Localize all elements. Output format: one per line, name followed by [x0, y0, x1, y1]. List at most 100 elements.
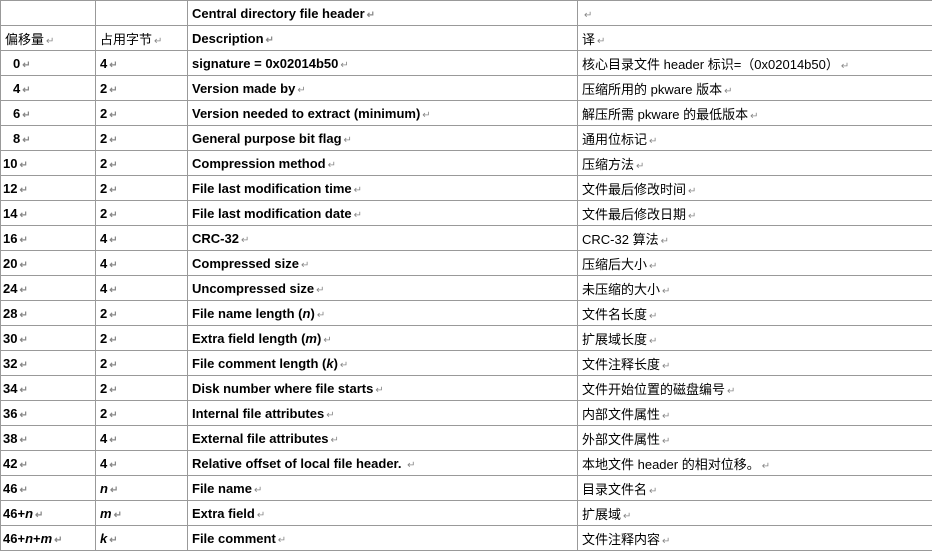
table-row: 42↵4↵Relative offset of local file heade…: [1, 451, 932, 476]
description-cell: File comment↵: [188, 526, 578, 551]
description-cell: File comment length (k)↵: [188, 351, 578, 376]
offset-cell: 46+n+m↵: [1, 526, 96, 551]
translation-cell: 未压缩的大小↵: [578, 276, 932, 301]
header-translation: 译↵: [578, 26, 932, 51]
table-row: 36↵2↵Internal file attributes↵内部文件属性↵: [1, 401, 932, 426]
translation-cell: 压缩方法↵: [578, 151, 932, 176]
bytes-cell: 2↵: [96, 151, 188, 176]
bytes-cell: 4↵: [96, 276, 188, 301]
translation-cell: 压缩所用的 pkware 版本↵: [578, 76, 932, 101]
description-cell: CRC-32↵: [188, 226, 578, 251]
bytes-cell: 2↵: [96, 126, 188, 151]
translation-cell: 扩展域长度↵: [578, 326, 932, 351]
translation-cell: 外部文件属性↵: [578, 426, 932, 451]
description-cell: External file attributes↵: [188, 426, 578, 451]
table-row: 24↵4↵Uncompressed size↵未压缩的大小↵: [1, 276, 932, 301]
table-row: 20↵4↵Compressed size↵压缩后大小↵: [1, 251, 932, 276]
bytes-cell: 2↵: [96, 326, 188, 351]
bytes-cell: 4↵: [96, 251, 188, 276]
translation-cell: 内部文件属性↵: [578, 401, 932, 426]
empty-cell: [1, 1, 96, 26]
bytes-cell: 2↵: [96, 401, 188, 426]
offset-cell: 42↵: [1, 451, 96, 476]
offset-cell: 46+n↵: [1, 501, 96, 526]
table-title-row: Central directory file header↵↵: [1, 1, 932, 26]
bytes-cell: 2↵: [96, 76, 188, 101]
translation-cell: 文件开始位置的磁盘编号↵: [578, 376, 932, 401]
bytes-cell: 4↵: [96, 451, 188, 476]
bytes-cell: 4↵: [96, 51, 188, 76]
translation-cell: 解压所需 pkware 的最低版本↵: [578, 101, 932, 126]
bytes-cell: 2↵: [96, 351, 188, 376]
bytes-cell: k↵: [96, 526, 188, 551]
offset-cell: 6↵: [1, 101, 96, 126]
description-cell: Uncompressed size↵: [188, 276, 578, 301]
offset-cell: 12↵: [1, 176, 96, 201]
offset-cell: 46↵: [1, 476, 96, 501]
bytes-cell: 4↵: [96, 426, 188, 451]
zip-header-table: Central directory file header↵↵偏移量↵占用字节↵…: [0, 0, 932, 551]
description-cell: Extra field length (m)↵: [188, 326, 578, 351]
description-cell: Version made by↵: [188, 76, 578, 101]
description-cell: File name↵: [188, 476, 578, 501]
translation-cell: 文件注释内容↵: [578, 526, 932, 551]
description-cell: File name length (n)↵: [188, 301, 578, 326]
description-cell: Version needed to extract (minimum)↵: [188, 101, 578, 126]
offset-cell: 30↵: [1, 326, 96, 351]
offset-cell: 34↵: [1, 376, 96, 401]
translation-cell: 本地文件 header 的相对位移。↵: [578, 451, 932, 476]
table-row: 34↵2↵Disk number where file starts↵文件开始位…: [1, 376, 932, 401]
table-row: 12↵2↵File last modification time↵文件最后修改时…: [1, 176, 932, 201]
translation-cell: 文件注释长度↵: [578, 351, 932, 376]
bytes-cell: 2↵: [96, 201, 188, 226]
table-row: 30↵2↵Extra field length (m)↵扩展域长度↵: [1, 326, 932, 351]
translation-cell: 扩展域↵: [578, 501, 932, 526]
translation-cell: 目录文件名↵: [578, 476, 932, 501]
empty-cell: [96, 1, 188, 26]
table-row: 10↵2↵Compression method↵压缩方法↵: [1, 151, 932, 176]
offset-cell: 10↵: [1, 151, 96, 176]
table-row: 4↵2↵Version made by↵压缩所用的 pkware 版本↵: [1, 76, 932, 101]
table-header-row: 偏移量↵占用字节↵Description↵译↵: [1, 26, 932, 51]
bytes-cell: n↵: [96, 476, 188, 501]
offset-cell: 16↵: [1, 226, 96, 251]
description-cell: File last modification date↵: [188, 201, 578, 226]
translation-cell: 文件名长度↵: [578, 301, 932, 326]
bytes-cell: 4↵: [96, 226, 188, 251]
description-cell: Compression method↵: [188, 151, 578, 176]
translation-cell: 通用位标记↵: [578, 126, 932, 151]
table-row: 6↵2↵Version needed to extract (minimum)↵…: [1, 101, 932, 126]
bytes-cell: 2↵: [96, 301, 188, 326]
translation-cell: 文件最后修改时间↵: [578, 176, 932, 201]
table-row: 32↵2↵File comment length (k)↵文件注释长度↵: [1, 351, 932, 376]
offset-cell: 8↵: [1, 126, 96, 151]
empty-cell: ↵: [578, 1, 932, 26]
description-cell: Disk number where file starts↵: [188, 376, 578, 401]
table-row: 16↵4↵CRC-32↵CRC-32 算法↵: [1, 226, 932, 251]
offset-cell: 4↵: [1, 76, 96, 101]
table-row: 28↵2↵File name length (n)↵文件名长度↵: [1, 301, 932, 326]
offset-cell: 14↵: [1, 201, 96, 226]
header-offset: 偏移量↵: [1, 26, 96, 51]
offset-cell: 36↵: [1, 401, 96, 426]
description-cell: Relative offset of local file header. ↵: [188, 451, 578, 476]
offset-cell: 20↵: [1, 251, 96, 276]
table-title: Central directory file header↵: [188, 1, 578, 26]
description-cell: Extra field↵: [188, 501, 578, 526]
bytes-cell: 2↵: [96, 376, 188, 401]
description-cell: signature = 0x02014b50↵: [188, 51, 578, 76]
offset-cell: 38↵: [1, 426, 96, 451]
offset-cell: 28↵: [1, 301, 96, 326]
table-row: 46+n↵m↵Extra field↵扩展域↵: [1, 501, 932, 526]
table-row: 0↵4↵signature = 0x02014b50↵核心目录文件 header…: [1, 51, 932, 76]
offset-cell: 24↵: [1, 276, 96, 301]
description-cell: Compressed size↵: [188, 251, 578, 276]
description-cell: File last modification time↵: [188, 176, 578, 201]
translation-cell: CRC-32 算法↵: [578, 226, 932, 251]
description-cell: Internal file attributes↵: [188, 401, 578, 426]
bytes-cell: 2↵: [96, 176, 188, 201]
table-row: 14↵2↵File last modification date↵文件最后修改日…: [1, 201, 932, 226]
header-description: Description↵: [188, 26, 578, 51]
header-bytes: 占用字节↵: [96, 26, 188, 51]
translation-cell: 文件最后修改日期↵: [578, 201, 932, 226]
